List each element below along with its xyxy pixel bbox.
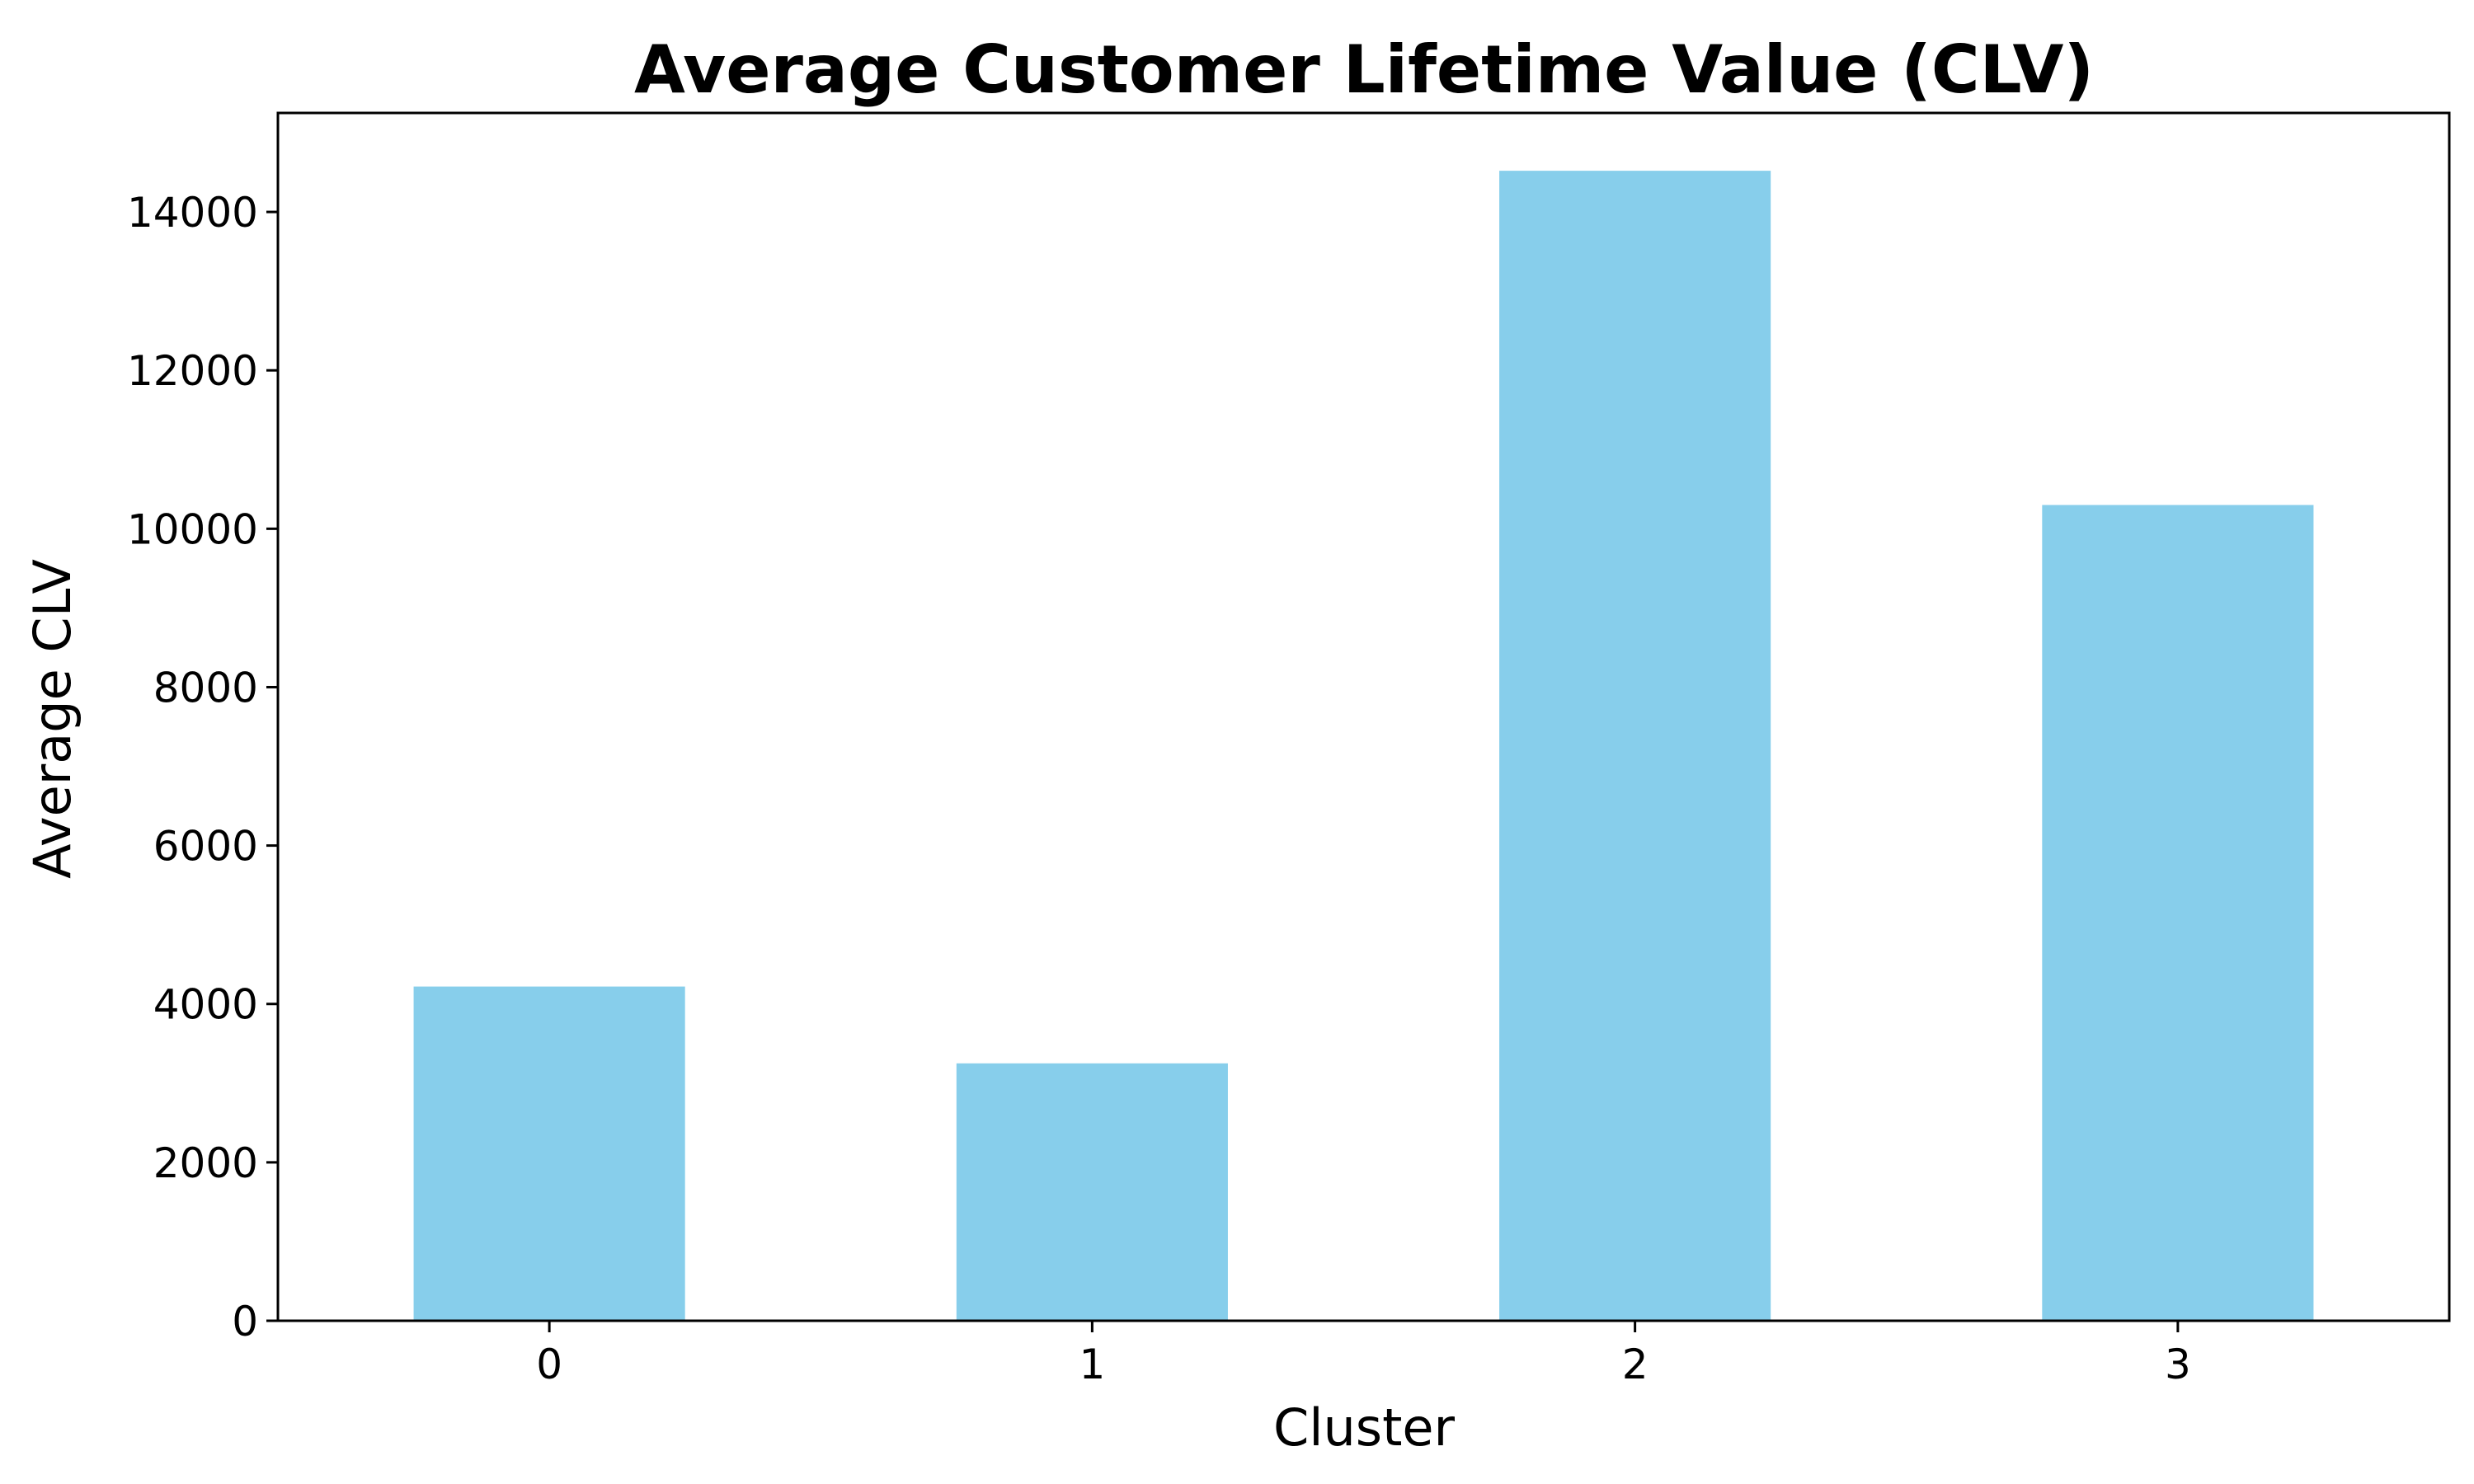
plot-frame <box>276 111 2451 1322</box>
x-tick-label: 0 <box>536 1341 562 1388</box>
y-tick-label: 10000 <box>127 505 258 553</box>
x-tick-label: 3 <box>2165 1341 2191 1388</box>
y-tick-label: 2000 <box>153 1139 258 1187</box>
bars-group <box>413 171 2314 1321</box>
x-tick-label: 1 <box>1079 1341 1105 1388</box>
bar-cluster-3 <box>2042 505 2314 1321</box>
x-axis-title: Cluster <box>1273 1397 1456 1458</box>
y-tick-label: 0 <box>232 1298 258 1345</box>
bar-cluster-1 <box>956 1063 1228 1321</box>
bar-cluster-2 <box>1499 171 1771 1321</box>
x-ticks-group: 0 1 2 3 <box>536 1321 2191 1388</box>
y-axis-title: Average CLV <box>22 559 82 879</box>
x-tick-label: 2 <box>1622 1341 1649 1388</box>
y-axis-title-group: Average CLV <box>22 559 82 879</box>
y-tick-label: 14000 <box>127 189 258 237</box>
y-tick-label: 12000 <box>127 347 258 395</box>
y-tick-label: 8000 <box>153 664 258 711</box>
chart-title: Average Customer Lifetime Value (CLV) <box>634 31 2094 108</box>
y-ticks-group: 0 2000 4000 6000 8000 10000 12000 14000 <box>127 189 278 1345</box>
y-tick-label: 6000 <box>153 823 258 871</box>
bar-cluster-0 <box>413 986 685 1321</box>
y-tick-label: 4000 <box>153 981 258 1029</box>
